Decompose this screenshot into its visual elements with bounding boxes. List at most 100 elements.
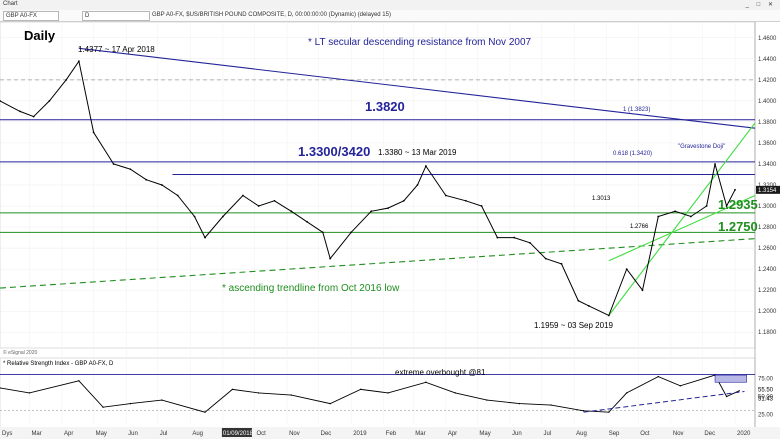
rsi-point <box>626 392 628 394</box>
time-tick-label: Sep <box>609 431 620 437</box>
time-tick-label: Dec <box>321 431 332 437</box>
rsi-point <box>679 385 682 387</box>
rsi-point <box>129 402 132 405</box>
last-price-box <box>756 185 780 194</box>
price-point <box>222 215 224 218</box>
time-tick-label: Feb <box>386 431 397 437</box>
price-point <box>577 299 580 302</box>
level-label-1.2750: 1.2750 <box>718 219 758 234</box>
price-point <box>65 78 68 81</box>
price-point <box>444 194 447 197</box>
rsi-point <box>78 380 80 382</box>
price-tick-label: 1.4600 <box>758 36 777 42</box>
rsi-panel: 75.00 50.00 25.00 55.50 51.43 <box>0 374 774 418</box>
time-tick-label: Nov <box>673 431 684 437</box>
price-point <box>329 257 332 260</box>
time-tick-label: Jul <box>160 431 168 437</box>
window-buttons[interactable]: _ □ ✕ <box>745 2 776 8</box>
annotation-high-2018: 1.4377 ~ 17 Apr 2018 <box>78 45 155 54</box>
rsi-point <box>204 411 206 413</box>
price-point <box>689 215 692 218</box>
time-tick-label: 2019 <box>353 431 367 437</box>
time-axis: Dys Mar Apr May Jun Jul Aug 01/09/2018 Oct Nov Dec… <box>0 427 780 439</box>
fib-label-1.3013: 1.3013 <box>592 196 611 202</box>
fib-label-1: 1 (1.3823) <box>623 107 650 113</box>
price-point <box>77 60 80 63</box>
series-legend: GBP A0-FX, $US/BRITISH POUND COMPOSITE, … <box>152 12 391 18</box>
trendlines <box>0 47 756 316</box>
time-tick-label: Mar <box>31 431 41 437</box>
rsi-point <box>359 388 362 391</box>
price-point <box>321 231 324 234</box>
time-tick-label: Mar <box>415 431 425 437</box>
price-point <box>350 231 353 234</box>
price-point <box>129 168 132 171</box>
price-tick-label: 1.2200 <box>758 288 777 294</box>
price-point <box>705 205 708 207</box>
chart-title: Daily <box>24 28 56 43</box>
time-tick-label: Aug <box>192 431 203 437</box>
price-point <box>607 314 610 317</box>
price-line <box>0 59 736 317</box>
price-tick-label: 1.3800 <box>758 120 777 126</box>
time-tick-label: 2020 <box>737 431 751 437</box>
time-cursor-box <box>221 428 252 437</box>
time-axis-bg <box>0 427 780 439</box>
time-tick-label: Jul <box>544 431 552 437</box>
trendline-0 <box>78 47 756 129</box>
time-tick-label: May <box>96 431 107 437</box>
price-point <box>370 210 373 213</box>
price-point <box>145 178 148 181</box>
time-tick-label: Nov <box>289 431 300 437</box>
price-point <box>464 199 467 202</box>
price-tick-label: 1.1800 <box>758 330 777 336</box>
time-tick-label: Jun <box>128 431 138 437</box>
interval-select[interactable]: D <box>82 11 150 21</box>
price-series <box>0 59 736 317</box>
time-tick-label: Oct <box>256 431 266 437</box>
price-tick-label: 1.4000 <box>758 99 777 105</box>
rsi-point <box>738 390 740 392</box>
rsi-point <box>290 394 292 396</box>
time-tick-label: Oct <box>640 431 650 437</box>
rsi-annotation: extreme overbought @81 <box>395 368 486 377</box>
price-point <box>560 262 563 265</box>
price-point <box>257 205 260 207</box>
price-point <box>734 188 736 191</box>
rsi-tick-label: 75.00 <box>758 377 774 383</box>
price-point <box>290 210 293 213</box>
rsi-point <box>486 399 488 401</box>
level-label-1.2935: 1.2935 <box>718 197 758 212</box>
symbol-input[interactable]: GBP A0-FX <box>3 11 59 21</box>
trendline-3 <box>608 195 756 262</box>
rsi-current-label: 51.43 <box>758 396 774 402</box>
rsi-trendline <box>583 391 745 413</box>
price-tick-label: 1.2400 <box>758 267 777 273</box>
time-tick-label: Jun <box>512 431 522 437</box>
annotation-high-2019: 1.3380 ~ 13 Mar 2019 <box>378 148 457 157</box>
trendline-1 <box>0 238 756 289</box>
chart-tab[interactable]: Chart <box>3 1 18 7</box>
rsi-point <box>257 392 260 394</box>
rsi-point <box>0 387 1 389</box>
price-point <box>387 207 389 210</box>
level-label-1.3820: 1.3820 <box>365 99 405 114</box>
price-tick-label: 1.2800 <box>758 225 777 231</box>
price-tick-label: 1.3600 <box>758 141 777 147</box>
rsi-point <box>161 399 163 401</box>
time-tick-label: Dec <box>704 431 715 437</box>
price-point <box>402 199 405 202</box>
price-point <box>112 163 115 165</box>
price-point <box>32 115 35 118</box>
price-tick-label: 1.3000 <box>758 204 777 210</box>
time-axis-corner: Dys <box>2 431 12 437</box>
price-point <box>306 220 308 223</box>
price-point <box>513 236 516 239</box>
time-tick-label: May <box>479 431 490 437</box>
price-point <box>587 305 590 307</box>
price-tick-label: 1.4200 <box>758 78 777 84</box>
level-label-1.3300-3420: 1.3300/3420 <box>298 144 370 159</box>
time-tick-label: Aug <box>576 431 587 437</box>
rsi-point <box>231 388 234 391</box>
rsi-point <box>102 406 104 408</box>
